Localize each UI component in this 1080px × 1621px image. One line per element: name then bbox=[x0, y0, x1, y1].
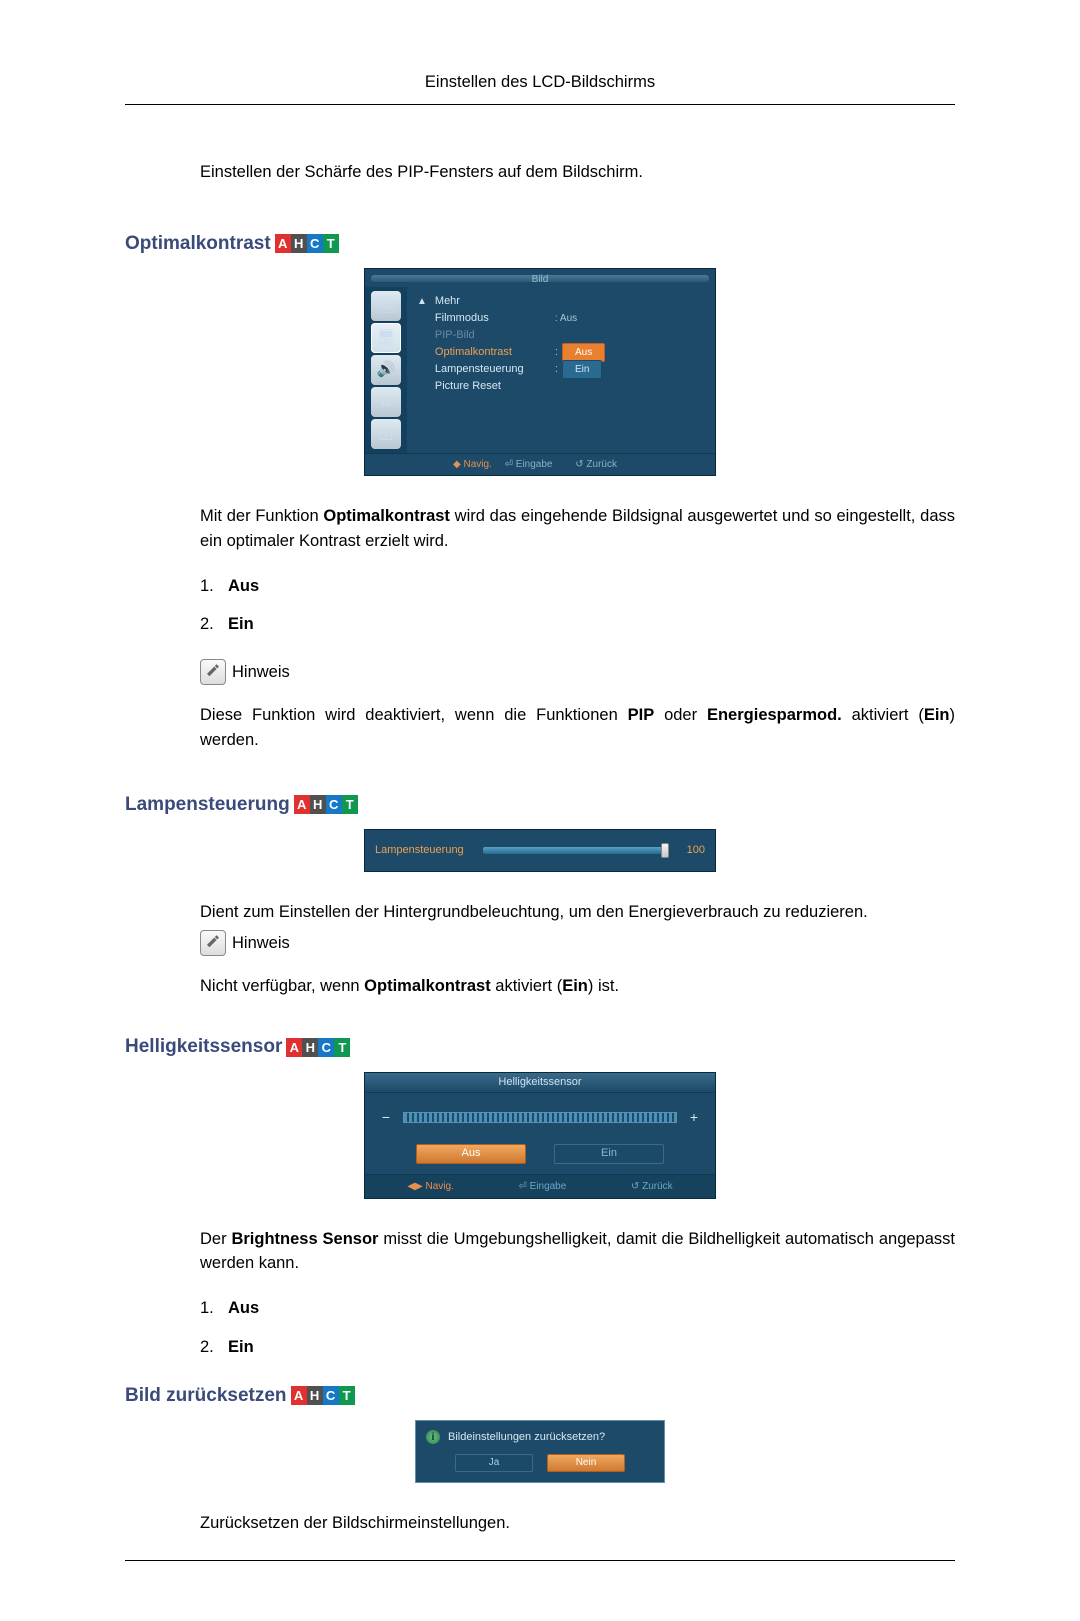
opt-description: Mit der Funktion Optimalkontrast wird da… bbox=[200, 504, 955, 554]
mode-badge-t: T bbox=[339, 1386, 355, 1405]
section-title-optimalkontrast: Optimalkontrast AHCT bbox=[125, 230, 955, 259]
slider-label: Lampensteuerung bbox=[375, 842, 475, 859]
intro-text: Einstellen der Schärfe des PIP-Fensters … bbox=[200, 160, 955, 185]
mode-badge-a: A bbox=[275, 234, 291, 253]
menu-value-pill[interactable]: Ein bbox=[562, 360, 602, 379]
note-row: Hinweis bbox=[200, 659, 955, 685]
osd-reset-dialog: i Bildeinstellungen zurücksetzen? Ja Nei… bbox=[125, 1420, 955, 1483]
mode-badge-h: H bbox=[310, 795, 326, 814]
note-label: Hinweis bbox=[232, 660, 290, 685]
hell-description: Der Brightness Sensor misst die Umgebung… bbox=[200, 1227, 955, 1277]
menu-item-selected[interactable]: Optimalkontrast bbox=[435, 344, 555, 361]
osd-brightness-sensor: Helligkeitssensor − + Aus Ein ◀▶ Navig. … bbox=[125, 1072, 955, 1199]
list-item: Aus bbox=[228, 1299, 259, 1317]
sidebar-icon-sound[interactable]: 🔊 bbox=[371, 355, 401, 385]
menu-item[interactable]: Lampensteuerung bbox=[435, 361, 555, 378]
list-item: Ein bbox=[228, 615, 254, 633]
section-title-text: Lampensteuerung bbox=[125, 791, 290, 820]
enter-hint: ⏎ Eingabe bbox=[518, 1179, 566, 1194]
section-title-text: Optimalkontrast bbox=[125, 230, 271, 259]
mode-badge-c: C bbox=[318, 1038, 334, 1057]
info-icon: i bbox=[426, 1430, 440, 1444]
mode-badges: AHCT bbox=[291, 1386, 355, 1405]
mode-badge-c: C bbox=[323, 1386, 339, 1405]
osd-title: Bild bbox=[532, 272, 549, 287]
osd-title: Helligkeitssensor bbox=[365, 1073, 715, 1093]
menu-item[interactable]: Picture Reset bbox=[435, 378, 555, 395]
section-title-helligkeitssensor: Helligkeitssensor AHCT bbox=[125, 1033, 955, 1062]
plus-icon[interactable]: + bbox=[687, 1107, 701, 1128]
dialog-question: Bildeinstellungen zurücksetzen? bbox=[448, 1429, 605, 1446]
enter-hint: ⏎ Eingabe bbox=[505, 459, 553, 470]
mode-badge-a: A bbox=[286, 1038, 302, 1057]
menu-item[interactable]: Mehr bbox=[435, 293, 555, 310]
mode-badge-a: A bbox=[294, 795, 310, 814]
sidebar-icon-picture[interactable]: 🖼 bbox=[371, 291, 401, 321]
mode-badge-t: T bbox=[323, 234, 339, 253]
page-footer bbox=[125, 1560, 955, 1561]
section-title-lampensteuerung: Lampensteuerung AHCT bbox=[125, 791, 955, 820]
nav-hint: ◆ Navig. bbox=[453, 459, 492, 470]
mode-badges: AHCT bbox=[286, 1038, 350, 1057]
nein-button[interactable]: Nein bbox=[547, 1454, 625, 1472]
sidebar-icon-multi[interactable]: ◫ bbox=[371, 419, 401, 449]
mode-badge-a: A bbox=[291, 1386, 307, 1405]
slider-value: 100 bbox=[677, 842, 705, 859]
section-title-text: Bild zurücksetzen bbox=[125, 1382, 287, 1411]
mode-badge-t: T bbox=[342, 795, 358, 814]
menu-item-disabled: PIP-Bild bbox=[435, 327, 555, 344]
menu-item[interactable]: Filmmodus bbox=[435, 310, 555, 327]
osd-footer: ◆ Navig. ⏎ Eingabe ↺ Zurück bbox=[365, 453, 715, 475]
mode-badge-h: H bbox=[307, 1386, 323, 1405]
osd-menu-list: ▲Mehr ▲Filmmodus: Aus ▲PIP-Bild ▲Optimal… bbox=[407, 287, 715, 453]
header-title: Einstellen des LCD-Bildschirms bbox=[425, 73, 655, 91]
back-hint: ↺ Zurück bbox=[575, 459, 617, 470]
opt-options-list: 1.Aus 2.Ein bbox=[200, 574, 955, 638]
list-item: Ein bbox=[228, 1338, 254, 1356]
sidebar-icon-setup[interactable]: ⚙ bbox=[371, 387, 401, 417]
back-hint: ↺ Zurück bbox=[631, 1179, 673, 1194]
up-arrow-icon[interactable]: ▲ bbox=[417, 294, 427, 309]
note-label: Hinweis bbox=[232, 931, 290, 956]
sensor-bar[interactable] bbox=[403, 1112, 677, 1123]
aus-button[interactable]: Aus bbox=[416, 1144, 526, 1164]
slider-track[interactable] bbox=[483, 847, 669, 854]
lamp-description: Dient zum Einstellen der Hintergrundbele… bbox=[200, 900, 955, 925]
page-header: Einstellen des LCD-Bildschirms bbox=[125, 70, 955, 105]
mode-badge-c: C bbox=[326, 795, 342, 814]
opt-note: Diese Funktion wird deaktiviert, wenn di… bbox=[200, 703, 955, 753]
ja-button[interactable]: Ja bbox=[455, 1454, 533, 1472]
reset-description: Zurücksetzen der Bildschirmeinstellungen… bbox=[200, 1511, 955, 1536]
mode-badge-c: C bbox=[307, 234, 323, 253]
minus-icon[interactable]: − bbox=[379, 1107, 393, 1128]
osd-lamp-slider: Lampensteuerung 100 bbox=[125, 829, 955, 872]
list-item: Aus bbox=[228, 577, 259, 595]
mode-badges: AHCT bbox=[294, 795, 358, 814]
note-icon bbox=[200, 659, 226, 685]
mode-badge-h: H bbox=[291, 234, 307, 253]
hell-options-list: 1.Aus 2.Ein bbox=[200, 1296, 955, 1360]
ein-button[interactable]: Ein bbox=[554, 1144, 664, 1164]
menu-value: : Aus bbox=[555, 311, 577, 326]
osd-bild-menu: Bild 🖼 🖥 🔊 ⚙ ◫ ▲Mehr ▲Filmmodus: Aus ▲PI… bbox=[125, 268, 955, 476]
section-title-text: Helligkeitssensor bbox=[125, 1033, 282, 1062]
lamp-note: Nicht verfügbar, wenn Optimalkontrast ak… bbox=[200, 974, 955, 999]
osd-sidebar: 🖼 🖥 🔊 ⚙ ◫ bbox=[365, 287, 407, 453]
osd-footer: ◀▶ Navig. ⏎ Eingabe ↺ Zurück bbox=[365, 1174, 715, 1198]
note-icon bbox=[200, 930, 226, 956]
slider-thumb[interactable] bbox=[661, 843, 669, 858]
mode-badges: AHCT bbox=[275, 234, 339, 253]
mode-badge-h: H bbox=[302, 1038, 318, 1057]
section-title-bild-zuruecksetzen: Bild zurücksetzen AHCT bbox=[125, 1382, 955, 1411]
mode-badge-t: T bbox=[334, 1038, 350, 1057]
nav-hint: ◀▶ Navig. bbox=[407, 1179, 454, 1194]
note-row: Hinweis bbox=[200, 930, 955, 956]
sidebar-icon-display[interactable]: 🖥 bbox=[371, 323, 401, 353]
